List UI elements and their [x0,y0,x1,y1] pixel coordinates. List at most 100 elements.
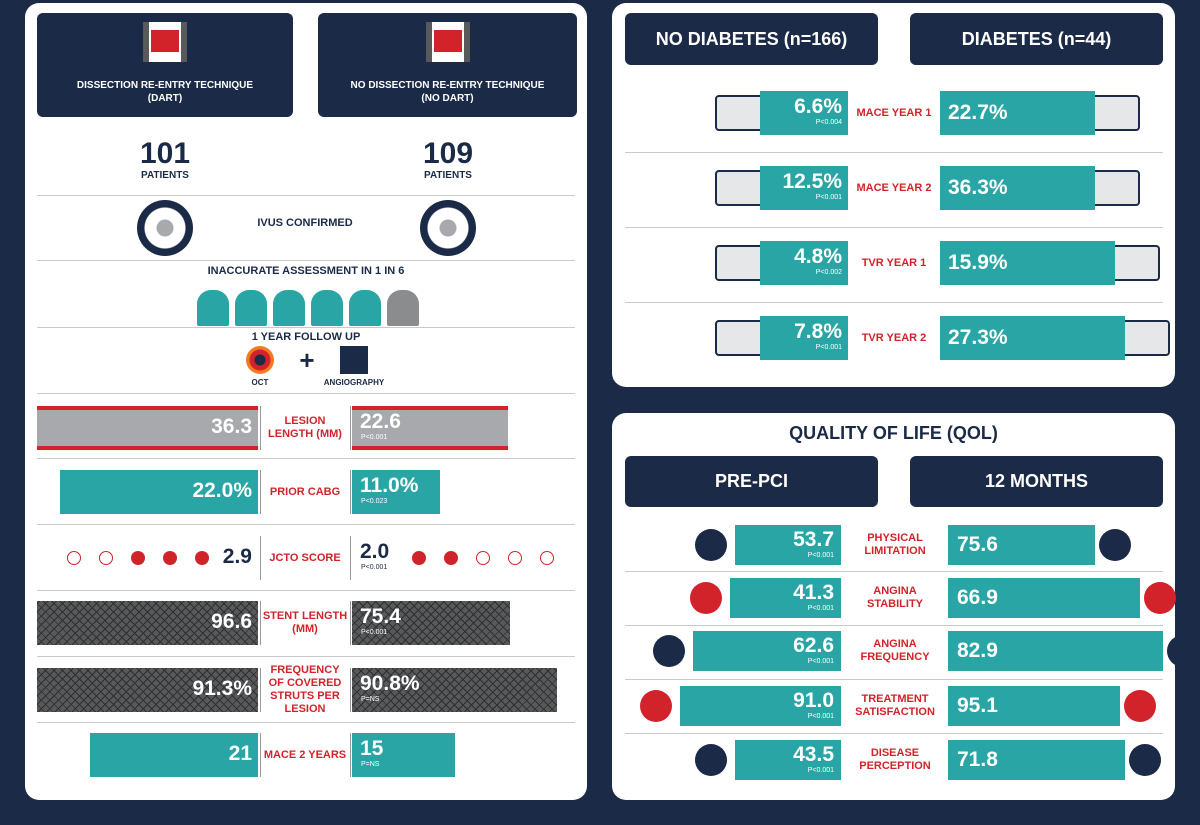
jcto-dot [99,551,113,565]
p-value: P<0.001 [361,629,388,636]
diabetes-value: 22.7% [948,101,1008,124]
p-value: P<0.001 [815,344,842,351]
jcto-dot [540,551,554,565]
jcto-dot [163,551,177,565]
divider [37,195,575,196]
row-label: FREQUENCY OF COVERED STRUTS PER LESION [268,664,342,715]
no-dart-bar [352,733,455,777]
separator [260,536,261,580]
icon [1120,320,1170,356]
diabetes-bar [940,241,1115,285]
jcto-dot [444,551,458,565]
pre-pci-value: 62.6 [793,634,834,657]
icon [640,690,672,722]
icon [1129,744,1161,776]
p-value: P=NS [361,696,380,703]
dart-bar [37,406,258,450]
row-label: DISEASE PERCEPTION [859,747,931,772]
p-value: P<0.023 [361,498,388,505]
plus: + [299,345,315,375]
months-12-bar [948,740,1125,780]
pre-pci-bar [735,740,841,780]
divider [37,524,575,525]
divider [37,393,575,394]
no-dart-value: 22.6 [360,410,401,433]
icon [1090,95,1140,131]
icon [715,245,765,281]
no-diabetes-bar [760,241,848,285]
icon [1124,690,1156,722]
assessment-label: INACCURATE ASSESSMENT IN 1 IN 6 [207,265,405,277]
jcto-dot [476,551,490,565]
dart-value: 96.6 [211,610,252,633]
dart-value: 91.3% [192,677,252,700]
row-label: MACE YEAR 2 [856,181,932,194]
icon [1167,635,1199,667]
no-diabetes-bar [760,166,848,210]
separator [260,406,261,450]
separator [350,536,351,580]
icon [653,635,685,667]
dart-value: 21 [228,742,252,765]
diabetes-value: 15.9% [948,251,1008,274]
icon [1099,529,1131,561]
separator [260,733,261,777]
vessel [151,30,179,52]
jcto-dot [67,551,81,565]
pre-pci-value: 41.3 [793,581,834,604]
p-value: P<0.001 [361,564,388,571]
doctor-icon [349,290,381,326]
divider [625,679,1163,680]
doctor-icon [387,290,419,326]
diabetes-bar [940,316,1125,360]
patient-label: PATIENTS [141,170,189,181]
divider [37,590,575,591]
p-value: P<0.001 [807,658,834,665]
group-header: NO DIABETES (n=166) [625,13,878,65]
separator [260,601,261,645]
row-label: ANGINA FREQUENCY [860,638,930,663]
no-dart-value: 75.4 [360,605,401,628]
months-12-bar [948,686,1120,726]
jcto-dot [412,551,426,565]
group-subtitle: (NO DART) [421,93,474,104]
doctor-icon [197,290,229,326]
separator [350,470,351,514]
months-12-bar [948,578,1140,618]
jcto-dot [508,551,522,565]
group-title: NO DISSECTION RE-ENTRY TECHNIQUE [350,80,545,91]
follow-up-title: 1 YEAR FOLLOW UP [251,331,361,343]
row-label: TREATMENT SATISFACTION [855,693,935,718]
group-header: DIABETES (n=44) [910,13,1163,65]
divider [37,656,575,657]
no-diabetes-value: 6.6% [794,95,842,118]
divider [625,625,1163,626]
no-dart-value: 11.0% [360,474,419,497]
p-value: P<0.001 [361,434,388,441]
diabetes-bar [940,91,1095,135]
doctor-icon [235,290,267,326]
group-header: PRE-PCI [625,456,878,507]
diabetes-value: 36.3% [948,176,1008,199]
ivus-label: IVUS CONFIRMED [257,217,353,229]
months-12-value: 95.1 [957,694,998,717]
pre-pci-value: 91.0 [793,689,834,712]
pre-pci-bar [735,525,841,565]
p-value: P<0.001 [807,552,834,559]
icon [695,529,727,561]
row-label: TVR YEAR 1 [861,256,927,269]
pre-pci-value: 53.7 [793,528,834,551]
dart-bar [37,601,258,645]
row-label: PHYSICAL LIMITATION [864,532,926,557]
divider [37,458,575,459]
separator [350,601,351,645]
oct-icon [246,346,274,374]
qol-title: QUALITY OF LIFE (QOL) [789,423,998,443]
divider [625,227,1163,228]
dart-value: 2.9 [222,545,252,568]
divider [625,152,1163,153]
angio-icon [340,346,368,374]
vessel [433,30,462,52]
